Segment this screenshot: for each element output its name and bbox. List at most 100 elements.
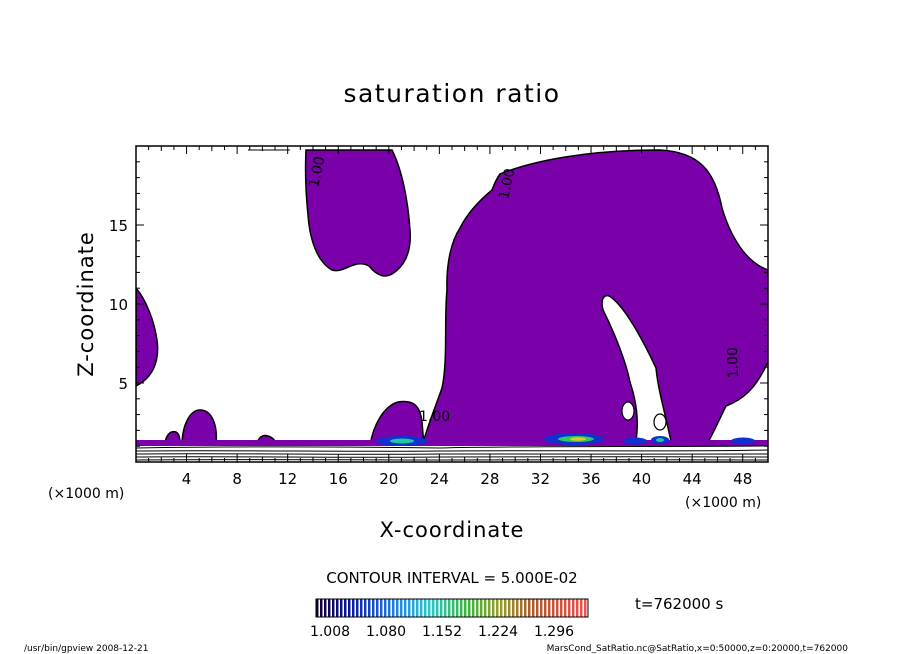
colorbar-swatch [368,599,371,617]
colorbar-swatch [372,599,375,617]
colorbar-swatch [564,599,567,617]
x-unit-left: (×1000 m) [48,486,124,502]
colorbar-swatch [420,599,423,617]
hole-1 [621,401,635,421]
colorbar-gap [334,599,336,617]
colorbar-swatch [424,599,427,617]
colorbar-swatch [444,599,447,617]
region-upper-blob [304,149,411,277]
colorbar-swatch [396,599,399,617]
plot-area [136,149,768,462]
colorbar-gap [570,599,572,617]
colorbar-swatch [344,599,347,617]
colorbar-gap [554,599,556,617]
colorbar-gap [514,599,516,617]
colorbar-gap [430,599,432,617]
colorbar-swatch [488,599,491,617]
colorbar-swatch [560,599,563,617]
colorbar-swatch [316,599,319,617]
peak-35-center [570,437,586,441]
y-axis-label: Z-coordinate [74,231,98,377]
colorbar-swatch [376,599,379,617]
colorbar-gap [574,599,576,617]
colorbar-gap [422,599,424,617]
x-tick-label: 24 [430,470,449,488]
colorbar-gap [490,599,492,617]
colorbar-gap [446,599,448,617]
colorbar-swatch [472,599,475,617]
colorbar-frame [315,598,589,618]
colorbar-swatch [436,599,439,617]
colorbar-gap [386,599,388,617]
colorbar-swatch [336,599,339,617]
colorbar-swatch [340,599,343,617]
colorbar-gap [558,599,560,617]
colorbar-gap [474,599,476,617]
x-tick-label: 48 [733,470,752,488]
colorbar-swatch [476,599,479,617]
contour-interval: CONTOUR INTERVAL = 5.000E-02 [326,569,577,587]
colorbar-gap [338,599,340,617]
colorbar-swatch [480,599,483,617]
colorbar-label: 1.080 [366,624,406,640]
colorbar-swatch [552,599,555,617]
colorbar-swatch [568,599,571,617]
y-tick-label: 10 [109,296,128,314]
colorbar-swatch [324,599,327,617]
colorbar-swatch [360,599,363,617]
colorbar-swatch [388,599,391,617]
colorbar-gap [438,599,440,617]
colorbar-gap [442,599,444,617]
colorbar-gap [382,599,384,617]
colorbar-swatch [512,599,515,617]
colorbar-swatch [544,599,547,617]
colorbar-gap [462,599,464,617]
colorbar-swatch [508,599,511,617]
x-tick-label: 32 [531,470,550,488]
colorbar-swatch [412,599,415,617]
colorbar-swatch [500,599,503,617]
colorbar-gap [362,599,364,617]
footer-right: MarsCond_SatRatio.nc@SatRatio,x=0:50000,… [547,644,849,654]
x-tick-label: 12 [278,470,297,488]
colorbar-gap [534,599,536,617]
colorbar-gap [502,599,504,617]
hole-2 [653,413,667,431]
colorbar-swatch [496,599,499,617]
x-tick-label: 40 [632,470,651,488]
x-tick-label: 8 [232,470,242,488]
colorbar-swatch [580,599,583,617]
colorbar-gap [562,599,564,617]
contour-label-4: 1.00 [419,409,450,425]
region-bump-20 [369,400,425,447]
colorbar-gap [470,599,472,617]
colorbar-swatch [532,599,535,617]
peak-42-core [656,438,664,442]
colorbar-gap [458,599,460,617]
colorbar-gap [450,599,452,617]
colorbar-swatch [364,599,367,617]
x-tick-label: 16 [329,470,348,488]
chart-title: saturation ratio [343,79,560,108]
colorbar-label: 1.152 [422,624,462,640]
colorbar-gap [478,599,480,617]
colorbar-swatch [556,599,559,617]
colorbar-swatch [452,599,455,617]
colorbar-swatch [576,599,579,617]
colorbar-swatch [460,599,463,617]
colorbar-gap [566,599,568,617]
x-tick-label: 20 [379,470,398,488]
colorbar-swatch [584,599,587,617]
colorbar-gap [410,599,412,617]
peak-48 [731,437,755,445]
colorbar-swatch [504,599,507,617]
colorbar-gap [546,599,548,617]
colorbar-gap [414,599,416,617]
colorbar-swatch [428,599,431,617]
colorbar-swatch [328,599,331,617]
colorbar-gap [394,599,396,617]
colorbar-gap [538,599,540,617]
colorbar-swatch [536,599,539,617]
x-tick-label: 44 [683,470,702,488]
